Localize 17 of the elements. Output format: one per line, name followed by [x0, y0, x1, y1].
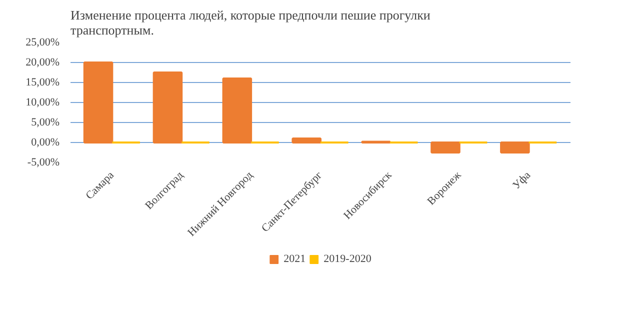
bar — [222, 78, 252, 144]
y-tick-label: 10,00% — [26, 96, 60, 108]
bar — [83, 62, 114, 144]
bar — [430, 142, 460, 154]
y-tick-label: -5,00% — [27, 156, 60, 168]
bar — [500, 142, 530, 154]
legend-label: 2021 — [284, 253, 306, 265]
y-tick-label: 15,00% — [26, 76, 60, 88]
bar — [152, 72, 183, 144]
bar — [292, 138, 322, 144]
y-tick-label: 5,00% — [31, 116, 60, 128]
chart-title: Изменение процента людей, которые предпочли пешие прогулки транспортным. — [70, 8, 430, 38]
y-tick-label: 20,00% — [26, 56, 60, 68]
legend-label: 2019-2020 — [324, 253, 372, 265]
x-tick-label: Уфа — [510, 169, 534, 192]
y-tick-label: 25,00% — [26, 36, 60, 48]
y-tick-label: 0,00% — [31, 136, 60, 148]
